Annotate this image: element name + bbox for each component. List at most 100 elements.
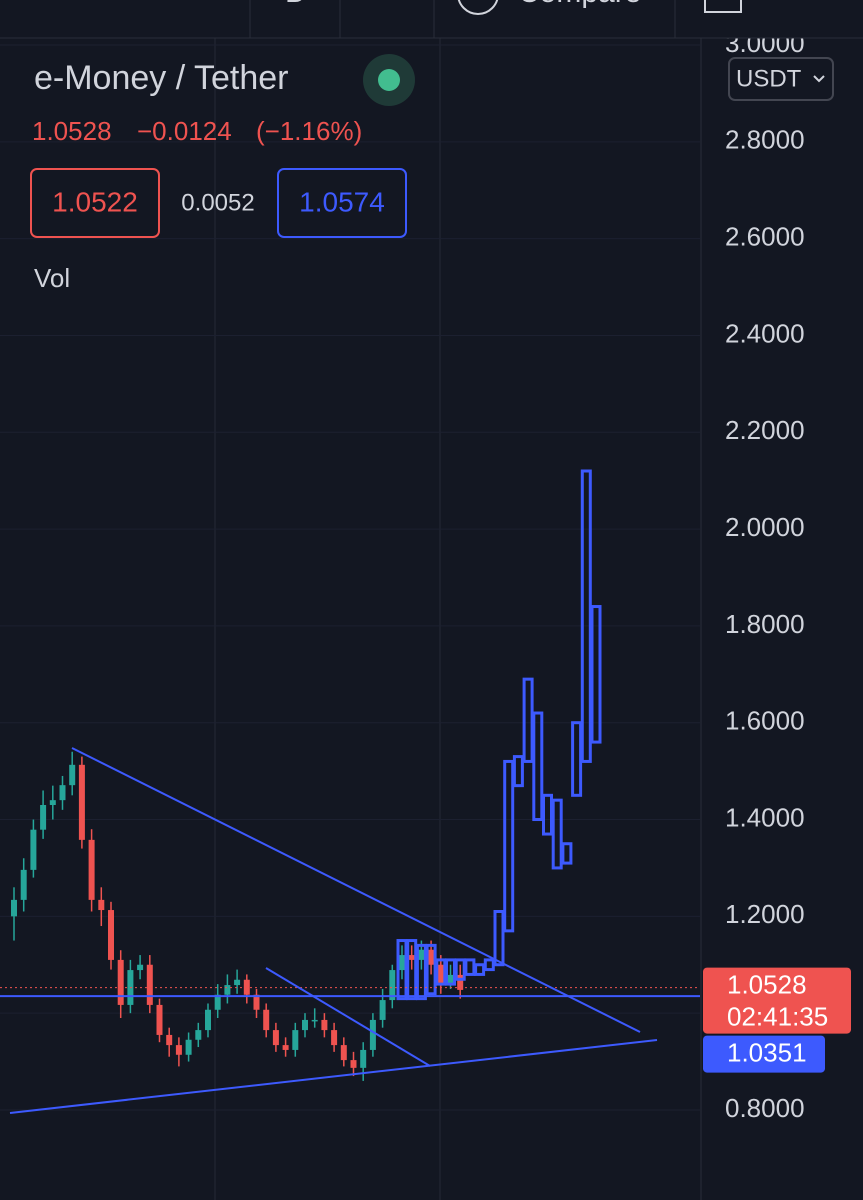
pattern-bar [435, 958, 447, 986]
candle-body [11, 899, 17, 917]
pattern-bar [512, 755, 524, 788]
y-tick-label: 2.8000 [725, 125, 805, 155]
candle-body [437, 964, 444, 986]
candle-body [321, 1019, 328, 1031]
pattern-bar [551, 798, 563, 870]
candle-body [224, 985, 231, 995]
currency-button[interactable] [728, 57, 834, 101]
candle-body [418, 949, 425, 960]
y-tick-label: 2.0000 [725, 512, 805, 542]
candle-body [457, 974, 464, 990]
candle-body [166, 1034, 173, 1046]
compare-button[interactable]: Compare [518, 0, 641, 9]
plot [0, 44, 700, 1111]
price: 1.0528 [32, 116, 112, 146]
candle-body [156, 1004, 163, 1035]
candle-body [40, 805, 47, 830]
candle-body [49, 800, 56, 806]
symbol-title: e-Money / Tether [34, 59, 289, 97]
bid[interactable]: 1.0522 [52, 186, 138, 217]
candle-body [379, 1000, 386, 1020]
y-tick-label: 1.2000 [725, 899, 805, 929]
trend-line [71, 747, 641, 1033]
candle-body [302, 1019, 308, 1031]
interval-button[interactable]: D [285, 0, 307, 9]
y-tick-label: 0.8000 [725, 1093, 805, 1123]
candle-body [69, 764, 76, 786]
candle-body [78, 764, 85, 840]
candle-body [205, 1009, 211, 1031]
candle-body [292, 1030, 299, 1050]
y-tick-label: 1.8000 [725, 609, 805, 639]
pattern-bar [571, 721, 583, 797]
ask[interactable]: 1.0574 [299, 186, 385, 217]
candle-body [88, 839, 95, 900]
pattern-bar [425, 943, 437, 996]
candle-body [263, 1009, 270, 1031]
candle-body [408, 955, 415, 960]
candle-body [117, 959, 124, 1005]
candle-body [30, 829, 37, 870]
pattern-bar [483, 958, 495, 972]
indicators-icon[interactable] [704, 0, 742, 13]
candle-body [185, 1039, 192, 1055]
candle-body [137, 964, 144, 971]
pattern-bar [503, 759, 515, 933]
candle-body [360, 1049, 367, 1068]
compare-icon[interactable] [457, 0, 499, 15]
line-price-label: 1.0351 [727, 1037, 807, 1067]
pattern-bar [406, 939, 418, 1001]
trend-line [265, 967, 431, 1067]
candle-body [195, 1030, 202, 1040]
pattern-bar [474, 963, 486, 976]
status-dot [378, 69, 400, 91]
line-price-badge [703, 1035, 825, 1073]
candle-body [282, 1045, 289, 1050]
y-tick-label: 1.4000 [725, 802, 805, 832]
candle-body [234, 979, 241, 986]
candle-body [253, 994, 260, 1010]
candle-body [146, 964, 153, 1005]
y-tick-label: 2.6000 [725, 222, 805, 252]
price-axis: 0.80001.00001.20001.40001.60001.80002.00… [703, 28, 851, 1123]
candle-body [350, 1060, 357, 1068]
candle-body [108, 910, 114, 960]
pattern-bar [542, 793, 553, 836]
candle-body [20, 869, 27, 900]
pattern-bar [454, 958, 466, 981]
toolbar [0, 0, 863, 38]
candle-body [447, 974, 454, 986]
candle-body [175, 1045, 182, 1055]
last-price-badge [703, 967, 851, 1034]
currency[interactable]: USDT [736, 65, 802, 92]
buy-box[interactable] [277, 168, 407, 238]
candle-body [59, 785, 66, 801]
change: −0.0124 [137, 116, 232, 146]
pattern-bar [532, 711, 544, 822]
candle-body [331, 1030, 338, 1046]
trend-line [9, 1039, 658, 1114]
y-tick-label: 1.6000 [725, 706, 805, 736]
last-price-label: 1.0528 [727, 969, 807, 999]
pattern-bar [561, 842, 573, 865]
candle-body [340, 1045, 347, 1061]
candle-body [389, 970, 396, 1001]
candle-body [399, 955, 405, 971]
y-tick-label: 2.4000 [725, 318, 805, 348]
volume-label: Vol [34, 263, 70, 293]
pattern-bar [580, 469, 592, 763]
candle-body [369, 1019, 376, 1050]
spread: 0.0052 [181, 189, 254, 216]
candle-body [428, 949, 435, 965]
pattern-bar [493, 909, 505, 967]
chevron [813, 75, 825, 83]
y-tick-label: 2.2000 [725, 415, 805, 445]
pattern-bar [522, 677, 534, 763]
pattern-bar [415, 943, 427, 1001]
change-pct: (−1.16%) [256, 116, 362, 146]
candle-body [214, 994, 221, 1010]
candle-body [272, 1030, 279, 1046]
sell-box[interactable] [30, 168, 160, 238]
